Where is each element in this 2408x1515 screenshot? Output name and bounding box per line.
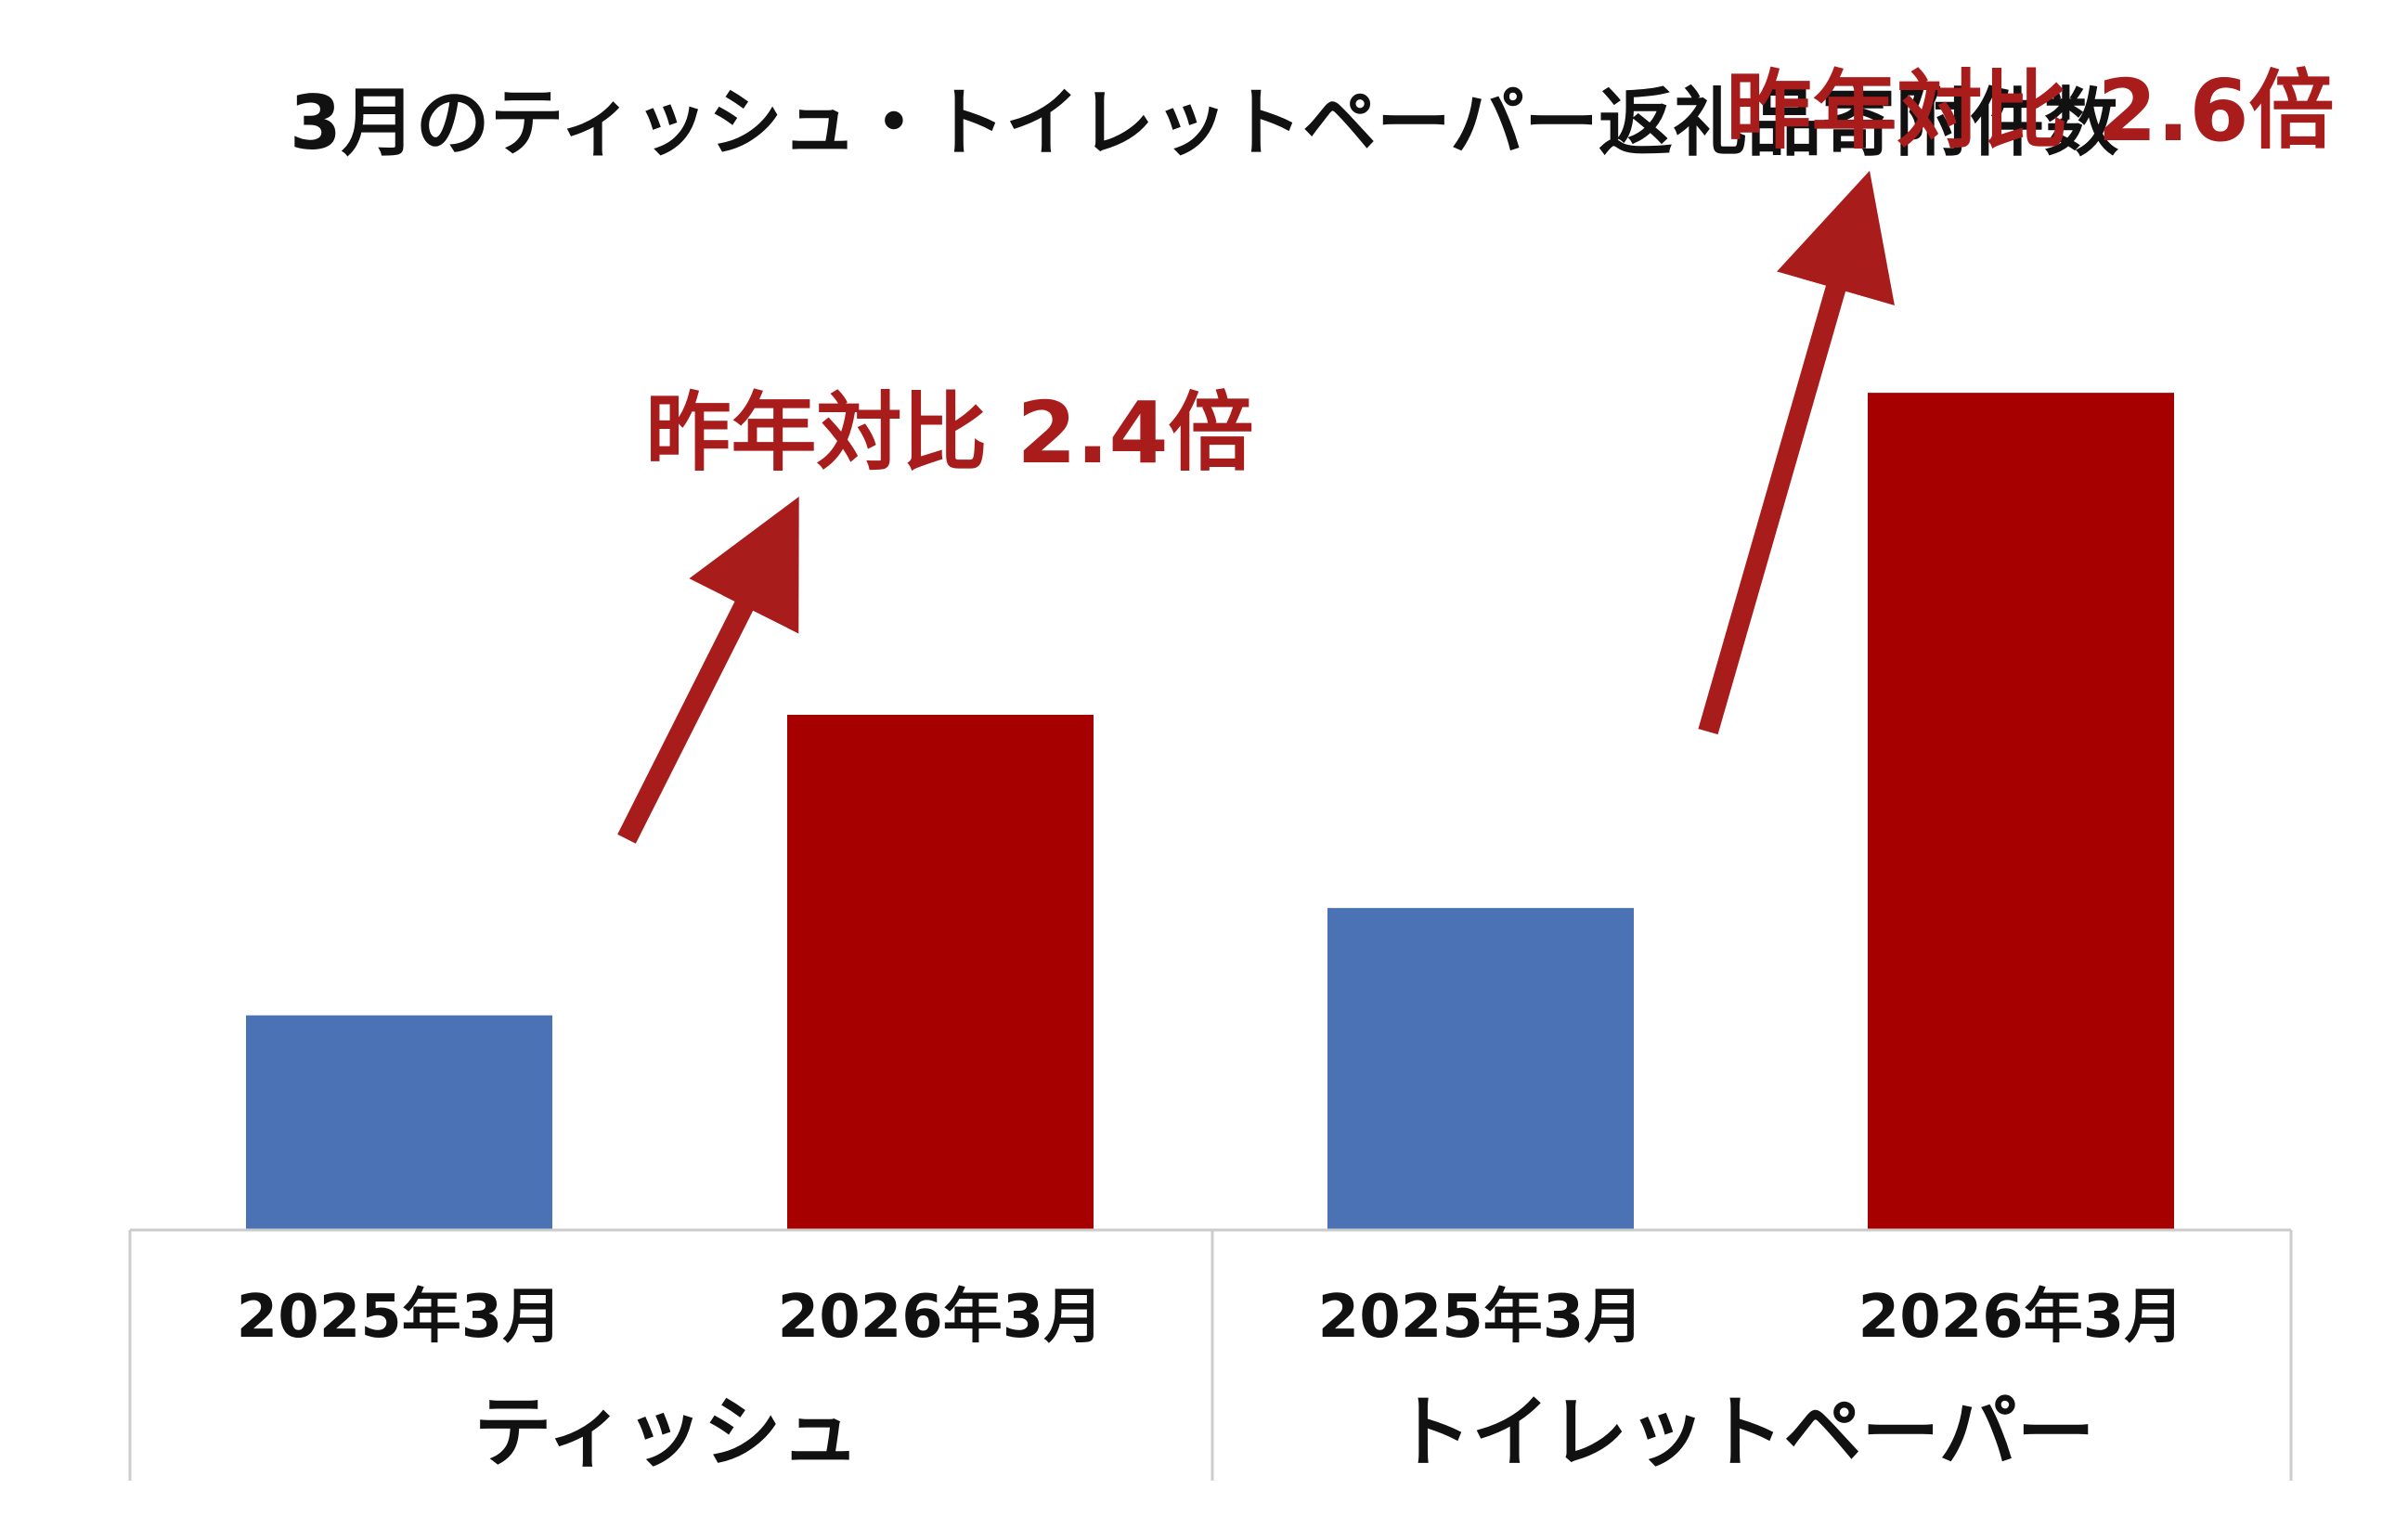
category-axis-box [128,1228,2293,1481]
tick-label: 2026年3月 [778,1283,1104,1352]
ratio-annotation: 昨年対比 2.4倍 [645,383,1253,483]
chart-title: 3月のティッシュ・トイレットペーパー返礼品寄附件数 [290,80,2118,166]
tick-label: 2025年3月 [237,1283,563,1352]
ratio-annotation: 昨年対比 2.6倍 [1726,61,2334,161]
bars-layer [246,393,2174,1230]
arrows-layer [617,170,1895,844]
bar-1-2 [787,715,1094,1230]
tick-label: 2026年3月 [1858,1283,2184,1352]
group-label: トイレットペーパー [1393,1387,2094,1478]
group-label: ティッシュ [474,1387,860,1478]
tick-label: 2025年3月 [1318,1283,1644,1352]
bar-1-1 [246,1015,552,1230]
growth-arrow [617,496,799,844]
growth-arrow [1698,170,1895,735]
bar-2-2 [1868,393,2174,1230]
bar-2-1 [1327,908,1634,1230]
